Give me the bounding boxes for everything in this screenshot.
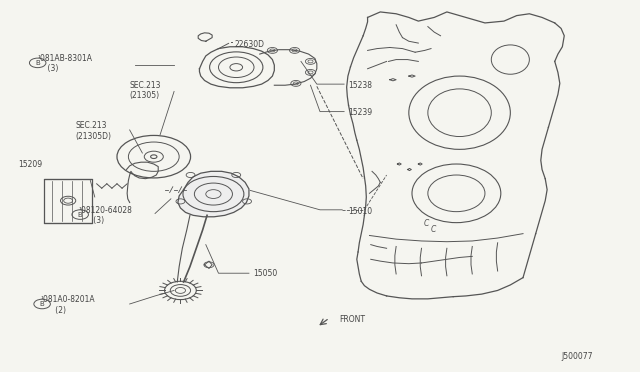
Text: B: B (40, 301, 45, 307)
Text: 15209: 15209 (19, 160, 43, 169)
Polygon shape (178, 171, 249, 217)
Text: 15238: 15238 (349, 81, 372, 90)
Text: SEC.213
(21305): SEC.213 (21305) (130, 81, 161, 100)
Text: C: C (430, 225, 436, 234)
Bar (44, 179, 92, 223)
Text: B: B (35, 60, 40, 66)
Text: 15239: 15239 (349, 108, 372, 117)
Text: 15010: 15010 (349, 207, 372, 216)
Text: SEC.213
(21305D): SEC.213 (21305D) (76, 121, 112, 141)
Text: ¹081A0-8201A
      (2): ¹081A0-8201A (2) (41, 295, 95, 315)
Text: ¹081AB-8301A
    (3): ¹081AB-8301A (3) (38, 54, 93, 73)
Text: ¹08120-64028
      (3): ¹08120-64028 (3) (79, 206, 132, 225)
Text: 15050: 15050 (253, 269, 278, 279)
Text: B: B (78, 212, 83, 218)
Text: J500077: J500077 (561, 352, 593, 361)
Text: 22630D: 22630D (234, 41, 264, 49)
Text: C: C (424, 219, 429, 228)
Text: FRONT: FRONT (339, 315, 365, 324)
